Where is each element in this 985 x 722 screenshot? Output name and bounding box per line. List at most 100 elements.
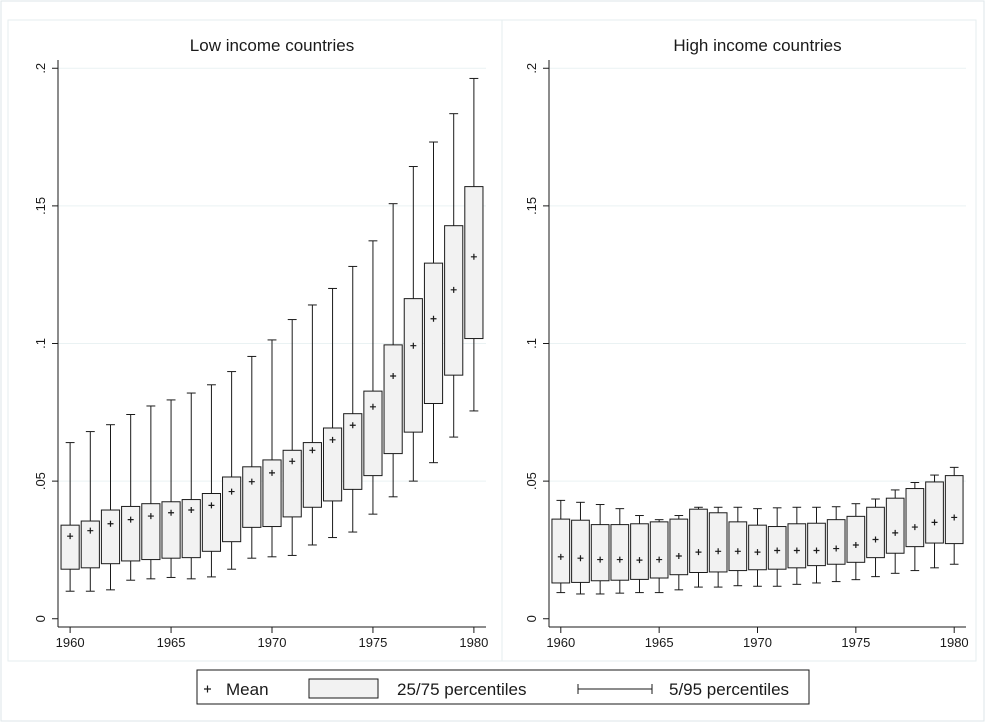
legend-mean-label: Mean [226,680,269,699]
box-1972 [302,304,322,546]
iqr-box [728,521,748,572]
iqr-box [322,427,343,502]
iqr-box [464,186,484,340]
iqr-box [403,298,423,433]
mean-marker [228,488,235,495]
iqr-box [201,493,222,552]
iqr-box [343,413,363,490]
iqr-box [689,508,708,574]
mean-marker [430,315,437,322]
mean-marker [931,519,938,526]
mean-marker [892,529,899,536]
y-tick-label: .1 [33,338,48,349]
mean-marker [557,553,564,560]
box-1973 [807,506,826,584]
iqr-box [100,509,121,565]
iqr-box [444,225,464,376]
iqr-box [905,488,925,548]
box-1964 [630,515,649,594]
mean-marker [410,342,417,349]
mean-marker [793,547,800,554]
box-1978 [423,141,444,464]
iqr-box [590,524,610,582]
mean-marker [833,545,840,552]
iqr-box [363,390,383,477]
box-1972 [787,506,807,585]
mean-marker [577,555,584,562]
mean-marker [597,556,604,563]
box-1977 [403,166,423,482]
y-tick-label: .1 [524,338,539,349]
iqr-box [669,518,689,576]
y-tick-label: .2 [33,63,48,74]
legend-box-swatch [308,678,379,699]
box-1960 [551,499,571,594]
mean-marker [168,509,175,516]
box-1964 [141,405,161,580]
box-1979 [444,113,464,438]
x-tick-label: 1975 [841,635,870,650]
mean-marker [390,372,397,379]
y-tick-label: .05 [524,472,539,490]
x-tick-label: 1970 [258,635,287,650]
legend-whisker-swatch [577,684,653,694]
mean-marker [127,516,134,523]
mean-marker [813,547,820,554]
mean-marker [636,557,643,564]
iqr-box [242,466,262,528]
box-1968 [222,371,242,570]
iqr-box [181,499,201,559]
iqr-box [807,522,826,567]
x-tick-label: 1980 [459,635,488,650]
box-1966 [181,392,201,580]
legend-frame [196,669,810,705]
iqr-box [944,475,964,545]
box-1960 [60,442,80,592]
mean-marker [67,533,74,540]
mean-marker [329,436,336,443]
mean-marker [695,549,702,556]
x-tick-label: 1960 [546,635,575,650]
mean-marker [852,541,859,548]
box-1968 [708,506,728,588]
box-1979 [925,474,944,569]
mean-marker [289,458,296,465]
y-tick-label: .05 [33,472,48,490]
mean-marker [87,527,94,534]
box-1977 [885,489,905,574]
mean-marker [369,403,376,410]
iqr-box [222,476,242,543]
mean-marker [208,502,215,509]
iqr-box [610,524,630,581]
x-tick-label: 1960 [56,635,85,650]
box-1962 [590,504,610,595]
panel-low-income: Low income countries 0 .05 .1 .15 .2 1960 1965… [7,19,503,662]
box-1965 [649,519,669,594]
box-1967 [201,384,222,578]
mean-marker [656,556,663,563]
panel-high-income: High income countries 0 .05 .1 .15 .2 1960 196… [501,19,977,662]
box-1980 [464,77,484,412]
box-1969 [242,355,262,559]
box-1978 [905,481,925,572]
legend-whisker-label: 5/95 percentiles [669,680,789,699]
axes: 0 .05 .1 .15 .2 1960 1965 1970 1975 1980 [33,60,488,650]
iqr-box [885,497,905,554]
y-tick-label: .2 [524,63,539,74]
mean-marker [188,507,195,514]
mean-marker [107,520,114,527]
mean-marker [754,549,761,556]
iqr-box [302,442,322,508]
iqr-box [161,501,181,559]
box-series [60,77,484,592]
iqr-box [826,519,846,565]
iqr-box [866,506,885,559]
iqr-box [748,524,767,571]
box-1974 [343,265,363,533]
mean-marker [774,547,781,554]
box-1965 [161,399,181,578]
iqr-box [60,524,80,570]
box-1976 [866,498,885,578]
mean-marker [248,478,255,485]
box-1975 [363,240,383,515]
